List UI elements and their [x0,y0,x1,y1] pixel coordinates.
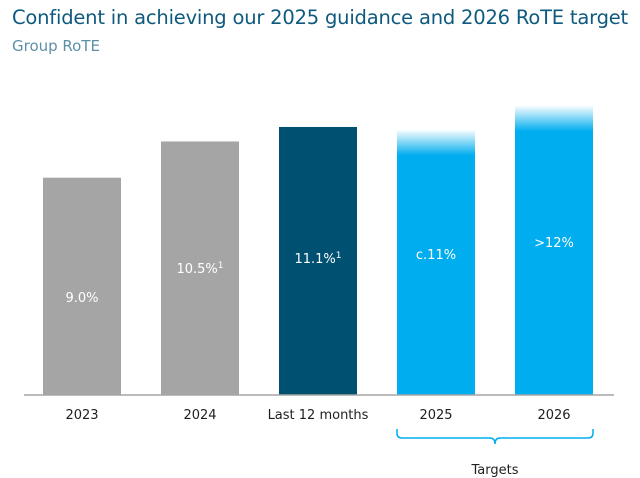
data-label: c.11% [416,248,456,263]
x-tick-label: 2023 [65,408,98,423]
data-label: 11.1%1 [294,251,341,267]
bar-2026 [515,105,593,396]
data-label: 9.0% [65,291,98,306]
chart-subtitle: Group RoTE [12,37,101,55]
x-tick-label: 2025 [419,408,452,423]
bar-2024 [161,141,239,395]
bar-2025 [397,129,475,395]
data-label: >12% [534,236,574,251]
chart-title: Confident in achieving our 2025 guidance… [12,6,628,29]
targets-label: Targets [471,463,519,478]
x-tick-label: 2026 [537,408,570,423]
x-tick-label: 2024 [183,408,216,423]
data-label: 10.5%1 [176,261,223,277]
bar-last-12-months [279,126,357,395]
bar-2023 [43,177,121,395]
targets-bracket [396,429,594,445]
x-tick-label: Last 12 months [268,408,369,423]
